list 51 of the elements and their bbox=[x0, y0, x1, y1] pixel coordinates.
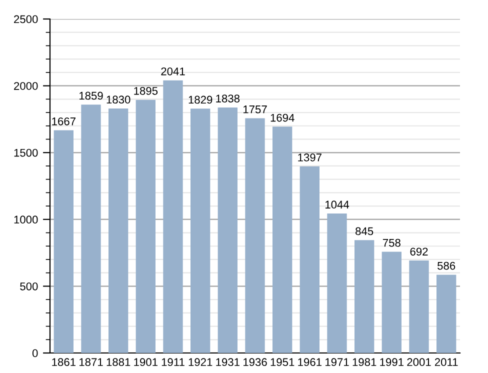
bar bbox=[354, 240, 374, 353]
bar bbox=[245, 118, 265, 353]
x-tick-label: 2011 bbox=[434, 358, 458, 366]
data-label: 1757 bbox=[243, 106, 267, 114]
bar bbox=[436, 274, 456, 353]
bar bbox=[54, 130, 74, 353]
bar bbox=[108, 108, 128, 353]
x-tick-label: 1981 bbox=[352, 358, 376, 366]
y-tick-label: 1000 bbox=[14, 216, 38, 224]
data-label: 1397 bbox=[298, 154, 322, 162]
bar bbox=[190, 108, 210, 353]
y-tick-label: 500 bbox=[20, 282, 38, 290]
data-label: 845 bbox=[356, 227, 374, 236]
x-tick-label: 1921 bbox=[188, 358, 212, 366]
x-tick-label: 1881 bbox=[106, 358, 130, 366]
data-label: 1838 bbox=[216, 94, 240, 102]
x-tick-label: 1911 bbox=[162, 358, 184, 366]
x-tick-label: 1861 bbox=[52, 358, 76, 366]
x-tick-label: 1991 bbox=[380, 358, 404, 366]
bar bbox=[81, 104, 101, 353]
x-tick-label: 2001 bbox=[407, 358, 431, 366]
x-tick-label: 1931 bbox=[216, 358, 240, 366]
y-tick-label: 2500 bbox=[14, 15, 38, 24]
data-label: 2041 bbox=[161, 67, 185, 76]
x-tick-label: 1901 bbox=[134, 358, 158, 366]
bar bbox=[327, 214, 347, 353]
data-label: 1694 bbox=[270, 114, 294, 122]
x-tick-label: 1971 bbox=[325, 358, 349, 366]
bar bbox=[382, 252, 402, 353]
bar bbox=[409, 260, 429, 353]
y-tick-label: 1500 bbox=[14, 148, 38, 157]
x-tick-label: 1951 bbox=[270, 358, 294, 366]
data-label: 1859 bbox=[79, 92, 103, 100]
data-label: 1829 bbox=[188, 96, 212, 104]
y-tick-label: 2000 bbox=[14, 82, 38, 90]
bar bbox=[272, 126, 292, 353]
bar bbox=[163, 80, 183, 353]
data-label: 1895 bbox=[134, 86, 158, 95]
data-label: 758 bbox=[382, 238, 400, 247]
bar bbox=[300, 166, 320, 353]
x-tick-label: 1871 bbox=[79, 358, 103, 366]
data-label: 586 bbox=[438, 262, 456, 270]
y-tick-label: 0 bbox=[32, 349, 38, 358]
x-tick-label: 1936 bbox=[243, 358, 267, 366]
bar bbox=[218, 107, 238, 353]
bar bbox=[136, 100, 156, 353]
data-label: 1667 bbox=[52, 117, 76, 126]
x-tick-label: 1961 bbox=[298, 358, 322, 366]
data-label: 692 bbox=[410, 248, 428, 256]
data-label: 1830 bbox=[106, 96, 130, 104]
data-label: 1044 bbox=[325, 200, 350, 209]
